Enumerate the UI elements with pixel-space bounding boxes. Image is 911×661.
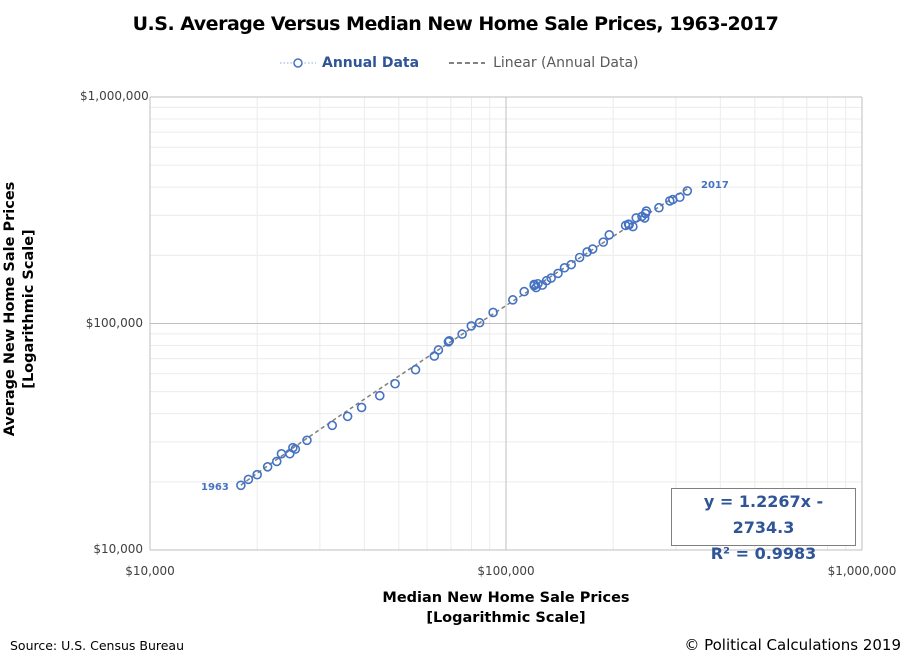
data-point (566, 259, 577, 270)
data-point (546, 273, 556, 283)
data-point (466, 321, 477, 331)
data-point (457, 329, 467, 339)
y-tick-label: $10,000 (93, 542, 143, 556)
data-point (243, 474, 254, 485)
legend-label-annual-data: Annual Data (322, 55, 420, 71)
data-point (390, 378, 400, 389)
trendline-equation: y = 1.2267x - 2734.3 (703, 492, 824, 537)
data-point (444, 335, 455, 346)
data-point (262, 461, 273, 472)
data-point (519, 286, 530, 297)
legend-marker-annual-data (280, 58, 316, 68)
trendline (240, 188, 688, 486)
legend: Annual Data Linear (Annual Data) (280, 55, 639, 71)
data-point (433, 345, 444, 355)
data-point (598, 237, 609, 247)
data-point (276, 448, 287, 459)
data-point (628, 221, 638, 232)
annotation-2017: 2017 (701, 180, 729, 191)
x-axis-label-line2: [Logarithmic Scale] (426, 610, 586, 626)
data-point (356, 402, 367, 413)
legend-marker-linear (449, 62, 486, 64)
data-point (604, 230, 615, 240)
data-point (288, 442, 298, 453)
data-point (374, 390, 385, 401)
data-point (271, 456, 282, 467)
data-point (639, 213, 650, 223)
data-point (488, 307, 498, 318)
y-axis-label: Average New Home Sale Prices [Logarithmi… (1, 144, 39, 474)
data-point (236, 480, 246, 491)
copyright-note: © Political Calculations 2019 (684, 636, 901, 654)
data-point (342, 411, 353, 422)
data-point (327, 420, 338, 431)
y-axis-label-line2: [Logarithmic Scale] (21, 229, 37, 389)
data-point (410, 364, 421, 375)
trendline-equation-box: y = 1.2267x - 2734.3 R² = 0.9983 (671, 488, 856, 563)
trendline-r-squared: R² = 0.9983 (710, 544, 817, 563)
legend-label-linear: Linear (Annual Data) (493, 55, 639, 71)
data-point (675, 192, 685, 203)
data-point (302, 435, 312, 446)
data-point (654, 202, 664, 213)
x-tick-label: $1,000,000 (827, 564, 897, 578)
data-point (252, 469, 262, 480)
x-tick-label: $100,000 (477, 564, 535, 578)
data-point (553, 268, 563, 279)
x-axis-label-line1: Median New Home Sale Prices (382, 590, 630, 606)
data-point (587, 244, 598, 254)
data-point (682, 186, 693, 196)
y-tick-label: $100,000 (85, 316, 143, 330)
source-note: Source: U.S. Census Bureau (10, 638, 185, 653)
annotation-1963: 1963 (201, 482, 229, 493)
data-point (582, 247, 592, 257)
y-axis-label-line1: Average New Home Sale Prices (2, 181, 18, 437)
data-point (531, 282, 541, 293)
x-axis-label: Median New Home Sale Prices [Logarithmic… (0, 588, 911, 628)
data-point (474, 317, 485, 328)
data-point (508, 295, 518, 305)
y-tick-label: $1,000,000 (80, 89, 149, 103)
x-tick-label: $10,000 (125, 564, 175, 578)
chart-title: U.S. Average Versus Median New Home Sale… (132, 13, 779, 35)
data-point (574, 252, 585, 263)
